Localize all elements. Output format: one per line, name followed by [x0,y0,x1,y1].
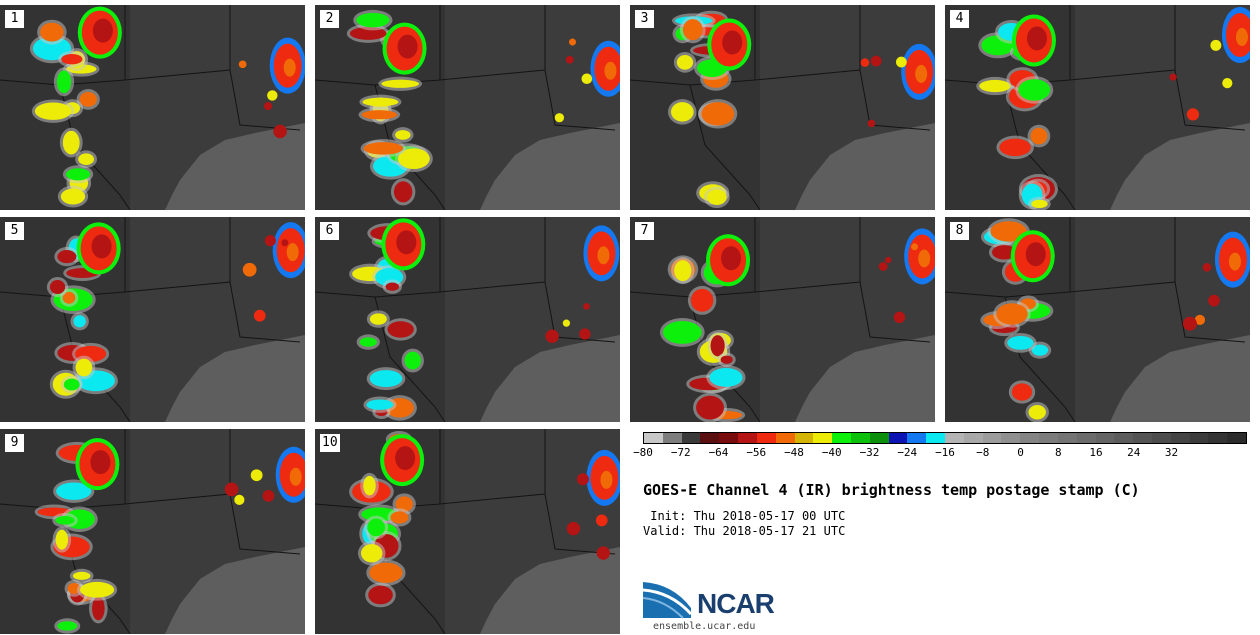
valid-time: Valid: Thu 2018-05-17 21 UTC [643,524,846,538]
map-panel-7: 7 [630,217,935,422]
colorbar-tick-label: 0 [1017,446,1024,459]
colorbar-tick-label: −24 [897,446,918,459]
colorbar-swatch [907,433,927,443]
colorbar [643,432,1247,444]
colorbar-swatch [832,433,851,443]
colorbar-tick-label: 8 [1054,446,1062,459]
colorbar-tick-label: −16 [935,446,955,459]
colorbar-swatch [963,433,983,443]
colorbar-swatch [719,433,739,443]
panel-number: 2 [320,10,339,28]
colorbar-tick-label: −64 [708,446,729,459]
colorbar-swatch [1227,433,1246,443]
colorbar-tick-label: −32 [859,446,880,459]
colorbar-swatch [1076,433,1096,443]
colorbar-swatch [888,433,908,443]
colorbar-swatch [644,433,663,443]
colorbar-swatch [794,433,814,443]
colorbar-tick-label: −56 [746,446,767,459]
panel-number: 9 [5,434,24,452]
map-panel-3: 3 [630,5,935,210]
colorbar-tick-label: −8 [976,446,990,459]
map-panel-4: 4 [945,5,1250,210]
colorbar-tick-label: −80 [633,446,653,459]
colorbar-swatch [926,433,945,443]
colorbar-swatch [1208,433,1228,443]
colorbar-swatch [1133,433,1152,443]
panel-number: 7 [635,222,654,240]
colorbar-swatch [1020,433,1040,443]
panel-number: 5 [5,222,24,240]
map-panel-10: 10 [315,429,620,634]
map-panel-1: 1 [0,5,305,210]
map-panel-2: 2 [315,5,620,210]
colorbar-swatch [1189,433,1209,443]
panel-number: 1 [5,10,24,28]
colorbar-swatch [813,433,833,443]
colorbar-swatch [700,433,720,443]
colorbar-swatch [1001,433,1021,443]
map-panel-5: 5 [0,217,305,422]
colorbar-tick-label: −40 [821,446,842,459]
map-panel-8: 8 [945,217,1250,422]
site-url: ensemble.ucar.edu [653,621,756,632]
colorbar-tick-label: −48 [784,446,804,459]
colorbar-swatch [1039,433,1058,443]
panel-number: 10 [320,434,340,452]
colorbar-swatch [756,433,776,443]
colorbar-swatch [850,433,870,443]
colorbar-tick-label: 24 [1127,446,1141,459]
ncar-wordmark: NCAR [697,588,775,619]
colorbar-tick-label: 32 [1164,446,1179,459]
map-panel-6: 6 [315,217,620,422]
figure-title: GOES-E Channel 4 (IR) brightness temp po… [643,481,1140,499]
colorbar-tick-label: −72 [670,446,691,459]
colorbar-swatch [1095,433,1115,443]
colorbar-swatch [1151,433,1171,443]
colorbar-ticks: −80 −72 −64 −56 −48 −40 −32 −24 −16 −8 0 8 16 24 32 [633,446,1247,466]
colorbar-swatch [945,433,964,443]
colorbar-swatch [738,433,757,443]
colorbar-swatch [869,433,889,443]
colorbar-swatch [1057,433,1077,443]
panel-number: 4 [950,10,969,28]
init-time: Init: Thu 2018-05-17 00 UTC [643,509,846,523]
colorbar-swatch [982,433,1002,443]
colorbar-swatch [1114,433,1134,443]
ncar-logo-icon [643,582,693,619]
colorbar-swatch [1170,433,1190,443]
panel-number: 3 [635,10,654,28]
colorbar-swatch [662,433,682,443]
panel-number: 8 [950,222,969,240]
map-panel-9: 9 [0,429,305,634]
colorbar-tick-label: 16 [1089,446,1103,459]
panel-number: 6 [320,222,339,240]
colorbar-swatch [681,433,701,443]
colorbar-swatch [775,433,795,443]
